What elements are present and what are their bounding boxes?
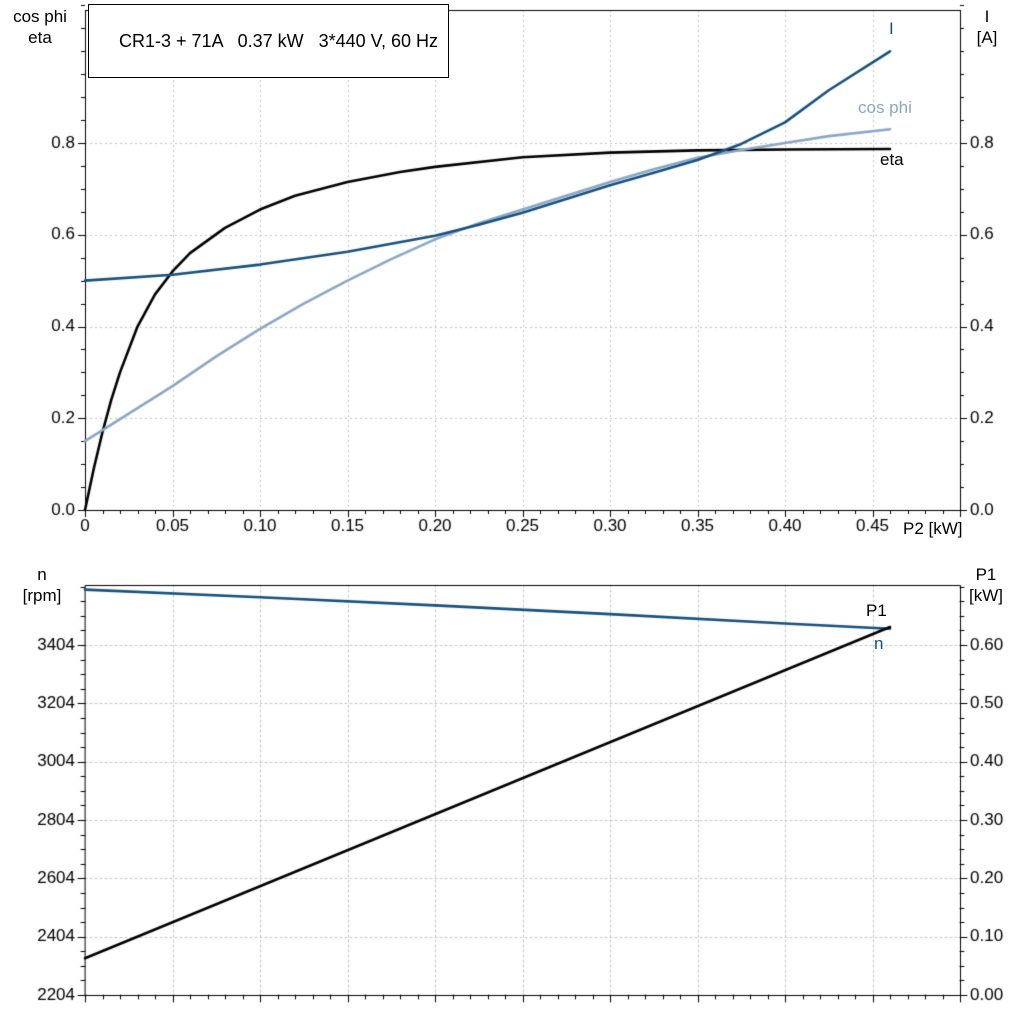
chart-title: CR1-3 + 71A 0.37 kW 3*440 V, 60 Hz — [119, 31, 439, 51]
left-axis-title-line1: cos phi — [13, 7, 67, 26]
power-axis-title-line1: P1 — [975, 565, 997, 584]
curve-label-current: I — [889, 19, 894, 38]
speed-axis-title-line1: n — [37, 565, 47, 584]
curve-label-cos-phi: cos phi — [858, 98, 912, 117]
left-axis-title-line2: eta — [28, 28, 52, 47]
right-axis-title-line1: I — [984, 7, 990, 26]
chart-title-box: CR1-3 + 71A 0.37 kW 3*440 V, 60 Hz — [88, 4, 450, 78]
right-axis-title-line2: [A] — [976, 28, 998, 47]
curve-label-p1: P1 — [866, 601, 887, 620]
top-left-axis-title: cos phi eta — [0, 6, 80, 48]
curve-label-eta: eta — [880, 150, 904, 169]
x-axis-unit-label: P2 [kW] — [903, 519, 963, 538]
power-axis-title-line2: [kW] — [969, 586, 1003, 605]
bottom-right-axis-title: P1 [kW] — [954, 564, 1018, 606]
speed-axis-title-line2: [rpm] — [22, 586, 62, 605]
bottom-left-axis-title: n [rpm] — [8, 564, 76, 606]
curve-label-speed: n — [874, 634, 884, 653]
top-right-axis-title: I [A] — [956, 6, 1018, 48]
